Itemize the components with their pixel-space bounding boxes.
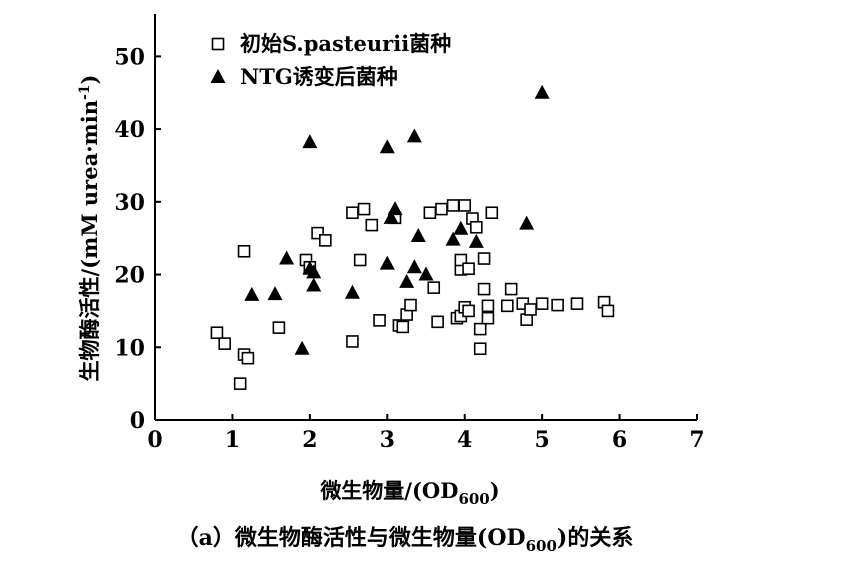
y-tick-label: 20: [114, 263, 145, 289]
y-tick-label: 10: [114, 335, 145, 361]
y-tick-label: 0: [130, 408, 145, 434]
data-point-square: [431, 315, 444, 329]
data-point-square: [504, 282, 518, 296]
data-point-triangle: [406, 259, 422, 274]
data-point-square: [524, 303, 537, 316]
data-point-triangle: [406, 128, 422, 143]
x-axis-title: 微生物量/(OD600): [319, 478, 499, 508]
axes: 0 1 2 3 4 5 6 7 0 10 20 30 40 50: [114, 14, 705, 453]
data-point-square: [477, 282, 491, 296]
data-point-square: [435, 202, 448, 216]
data-point-square: [357, 202, 371, 216]
data-point-square: [481, 299, 495, 313]
legend-triangle-icon: [210, 69, 226, 83]
data-point-square: [237, 244, 251, 258]
data-point-square: [601, 304, 615, 318]
data-point-square: [458, 199, 472, 212]
series-ntg-mutant: [244, 84, 550, 355]
data-point-triangle: [379, 139, 395, 154]
x-tick-label: 0: [147, 427, 162, 453]
x-tick-label: 5: [534, 427, 549, 453]
x-tick-label: 2: [302, 427, 317, 453]
data-point-square: [570, 297, 584, 310]
legend: 初始S.pasteurii菌种 NTG诱变后菌种: [210, 31, 451, 89]
legend-square-icon: [211, 37, 225, 51]
data-point-square: [473, 322, 487, 336]
data-point-square: [346, 335, 359, 348]
x-tick-label: 4: [457, 427, 472, 453]
data-point-triangle: [387, 201, 403, 216]
data-point-square: [551, 298, 564, 312]
data-point-square: [311, 226, 324, 240]
data-point-square: [218, 337, 231, 350]
data-point-square: [473, 342, 487, 356]
data-point-square: [500, 299, 514, 313]
data-point-square: [353, 253, 367, 267]
data-point-square: [423, 206, 437, 220]
data-point-square: [470, 220, 483, 234]
data-point-square: [427, 281, 441, 294]
data-point-square: [454, 253, 468, 267]
data-point-square: [210, 326, 224, 340]
data-point-square: [462, 262, 475, 276]
y-tick-label: 50: [114, 44, 145, 70]
data-point-triangle: [306, 277, 322, 292]
x-tick-label: 6: [612, 427, 627, 453]
data-point-square: [481, 311, 495, 325]
data-point-square: [365, 218, 379, 232]
data-point-square: [462, 304, 475, 318]
data-point-triangle: [306, 264, 322, 279]
data-point-square: [404, 298, 417, 312]
data-point-triangle: [294, 340, 310, 355]
data-point-triangle: [418, 266, 434, 281]
y-tick-label: 40: [114, 117, 145, 143]
x-tick-label: 1: [225, 427, 240, 453]
data-point-square: [233, 377, 247, 390]
data-point-triangle: [302, 134, 318, 149]
figure-caption: （a）微生物酶活性与微生物量(OD600)的关系: [177, 525, 634, 555]
data-point-square: [477, 252, 491, 265]
data-point-triangle: [279, 250, 295, 265]
data-point-square: [535, 297, 549, 310]
data-point-triangle: [453, 220, 469, 235]
data-point-square: [485, 206, 499, 220]
data-point-triangle: [399, 273, 415, 288]
plot-area: [210, 84, 615, 390]
data-point-triangle: [410, 228, 426, 242]
data-point-square: [373, 314, 386, 327]
data-point-square: [346, 206, 359, 220]
data-point-square: [446, 199, 460, 212]
data-point-triangle: [244, 286, 260, 301]
y-axis-title: 生物酶活性/(mM urea·min-1): [77, 75, 102, 382]
x-tick-label: 7: [689, 427, 704, 453]
data-point-square: [396, 320, 410, 334]
x-tick-label: 3: [380, 427, 395, 453]
data-point-triangle: [468, 233, 484, 248]
data-point-square: [272, 321, 286, 334]
legend-label: NTG诱变后菌种: [240, 64, 398, 89]
y-tick-label: 30: [114, 190, 145, 216]
data-point-square: [319, 234, 332, 247]
data-point-triangle: [534, 84, 550, 99]
data-point-triangle: [344, 284, 360, 299]
data-point-triangle: [445, 231, 461, 246]
data-point-triangle: [379, 255, 395, 270]
data-point-triangle: [519, 215, 535, 230]
data-point-square: [241, 351, 255, 365]
data-point-triangle: [267, 286, 283, 301]
legend-label: 初始S.pasteurii菌种: [240, 31, 451, 56]
data-point-square: [520, 313, 533, 326]
data-point-triangle: [383, 209, 399, 224]
